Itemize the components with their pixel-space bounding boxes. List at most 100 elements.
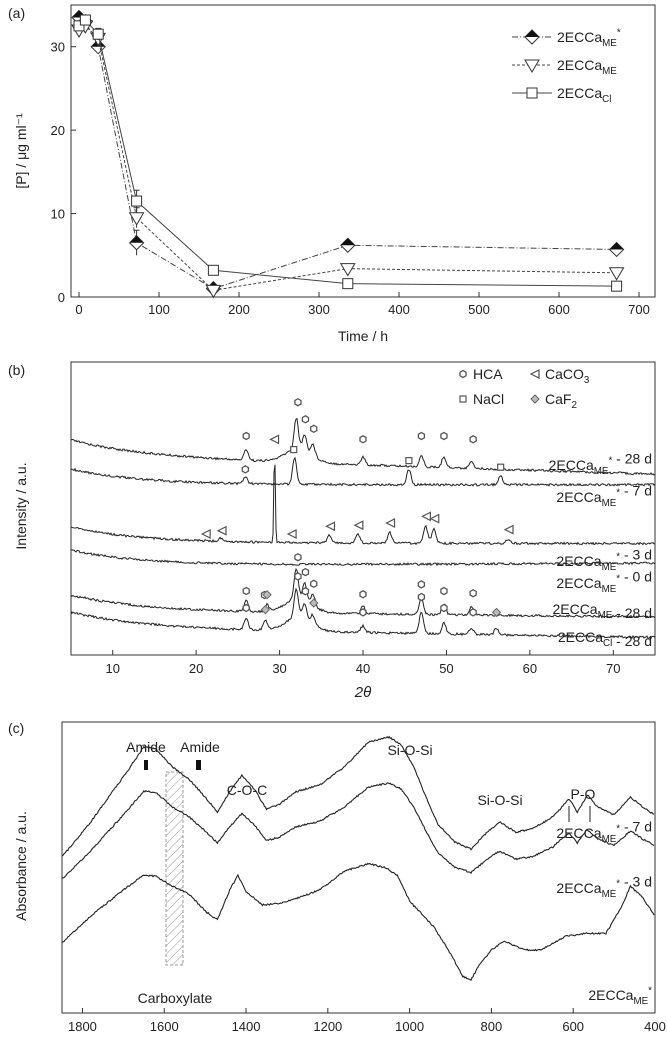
hca-symbol [417, 431, 426, 441]
ftir-trace-line [61, 782, 655, 879]
annotation-label: Amide [180, 739, 220, 755]
caco3-symbol [503, 524, 514, 535]
x-tick-label: 1800 [68, 1019, 97, 1034]
ftir-trace-label: 2ECCaME* [588, 986, 652, 1008]
hca-symbol [469, 588, 477, 598]
hca-symbol [294, 572, 302, 581]
panel-a-x-axis-label: Time / h [338, 328, 388, 344]
hca-symbol [440, 603, 448, 613]
legend-label: 2ECCaCl [557, 85, 611, 105]
y-tick-label: 30 [51, 40, 65, 55]
x-tick-label: 60 [523, 661, 537, 676]
caco3-symbol [529, 369, 540, 379]
hca-symbol [301, 567, 310, 577]
x-tick-label: 1000 [395, 1019, 424, 1034]
series-1 [71, 20, 625, 299]
marker-triangle [608, 267, 625, 281]
marker-square [131, 195, 143, 207]
x-tick-label: 100 [148, 302, 170, 317]
panel-a-label: (a) [8, 5, 25, 21]
x-tick-label: 1400 [232, 1019, 261, 1034]
caco3-symbol [269, 434, 280, 445]
marker-square [526, 87, 538, 99]
panel-b-xrd-chart: (b) 10 20 30 40 50 60 70 2ECCaME* - 28 d2ECCaM… [8, 361, 656, 701]
annotation-label: Si-O-Si [387, 742, 432, 758]
panel-c-traces: 2ECCaME* - 7 d 2ECCaME* - 3 d 2ECCaME* [61, 735, 655, 1008]
xrd-trace-4: 2ECCaME - 28 d [70, 552, 656, 621]
x-tick-label: 20 [189, 661, 203, 676]
x-tick-label: 0 [75, 302, 82, 317]
hca-symbol [359, 435, 367, 444]
x-tick-label: 200 [228, 302, 250, 317]
marker-square [92, 28, 104, 40]
marker-triangle [205, 284, 222, 299]
x-tick-label: 1200 [313, 1019, 342, 1034]
legend-label: HCA [473, 366, 503, 382]
marker-square [611, 280, 623, 292]
ftir-trace-0: 2ECCaME* - 7 d [61, 735, 655, 857]
panel-b-x-axis-label: 2θ [354, 684, 371, 701]
xrd-trace-label: 2ECCaCl - 28 d [558, 629, 652, 649]
x-tick-label: 600 [548, 302, 570, 317]
marker-triangle [524, 59, 540, 73]
ftir-trace-label: 2ECCaME* - 3 d [556, 874, 652, 901]
panel-b-y-axis-label: Intensity / a.u. [13, 462, 29, 549]
x-tick-label: 10 [105, 661, 119, 676]
xrd-trace-line [70, 456, 656, 487]
x-tick-label: 1600 [150, 1019, 179, 1034]
panel-a-frame [70, 4, 656, 298]
marker-triangle [339, 263, 356, 277]
xrd-trace-2: 2ECCaME* - 3 d [70, 434, 656, 573]
amide-marker-left [144, 760, 148, 770]
marker-triangle [128, 212, 145, 226]
hca-symbol [241, 465, 250, 474]
hca-symbol [469, 608, 477, 617]
annotation-label: P-O [571, 786, 596, 802]
x-tick-label: 50 [439, 661, 453, 676]
hca-symbol [359, 608, 367, 617]
hca-symbol [242, 603, 250, 613]
hca-symbol [294, 552, 302, 562]
hca-symbol [242, 431, 250, 441]
legend-label: NaCl [473, 391, 504, 407]
ftir-trace-line [61, 735, 655, 857]
ftir-trace-label: 2ECCaME* - 7 d [556, 819, 652, 846]
marker-diamond-fill [129, 235, 144, 243]
hca-symbol [417, 592, 426, 602]
caf2-symbol [262, 589, 272, 600]
hca-symbol [440, 586, 448, 596]
series-0 [71, 9, 625, 297]
caco3-symbol [286, 529, 297, 539]
x-tick-label: 700 [628, 302, 650, 317]
nacl-symbol [497, 463, 505, 471]
xrd-trace-label: 2ECCaME* - 0 d [556, 569, 652, 596]
xrd-trace-line [70, 587, 656, 640]
caco3-symbol [385, 518, 396, 528]
panel-b-traces: 2ECCaME* - 28 d 2ECCaME* - 7 d 2ECCaME* - … [70, 397, 656, 649]
panel-c-frame [61, 721, 656, 1014]
marker-diamond-fill [340, 238, 355, 246]
hca-symbol [310, 579, 318, 589]
x-tick-label: 600 [562, 1019, 584, 1034]
x-tick-label: 800 [481, 1019, 503, 1034]
x-tick-label: 40 [356, 661, 370, 676]
xrd-trace-line [70, 549, 656, 567]
panel-c-annotations: Amide Amide C-O-C Si-O-Si Si-O-Si P-O Carboxyl… [126, 739, 595, 1006]
xrd-trace-label: 2ECCaME* - 28 d [549, 451, 652, 478]
y-tick-label: 10 [51, 207, 65, 222]
panel-c-label: (c) [8, 720, 24, 736]
xrd-trace-1: 2ECCaME* - 7 d [70, 446, 656, 509]
nacl-symbol [405, 457, 413, 465]
hca-symbol [440, 431, 448, 441]
panel-b-axes: 10 20 30 40 50 60 70 [105, 650, 621, 676]
legend-label: CaF2 [545, 391, 577, 411]
panel-c-axes: 1800 1600 1400 1200 1000 800 600 400 [68, 1008, 666, 1034]
caco3-symbol [421, 511, 432, 522]
caco3-symbol [216, 525, 227, 536]
legend-label: CaCO3 [545, 366, 590, 386]
xrd-trace-line [70, 464, 656, 546]
caf2-symbol [491, 607, 502, 618]
ftir-trace-1: 2ECCaME* - 3 d [61, 782, 655, 901]
caco3-symbol [325, 521, 336, 532]
